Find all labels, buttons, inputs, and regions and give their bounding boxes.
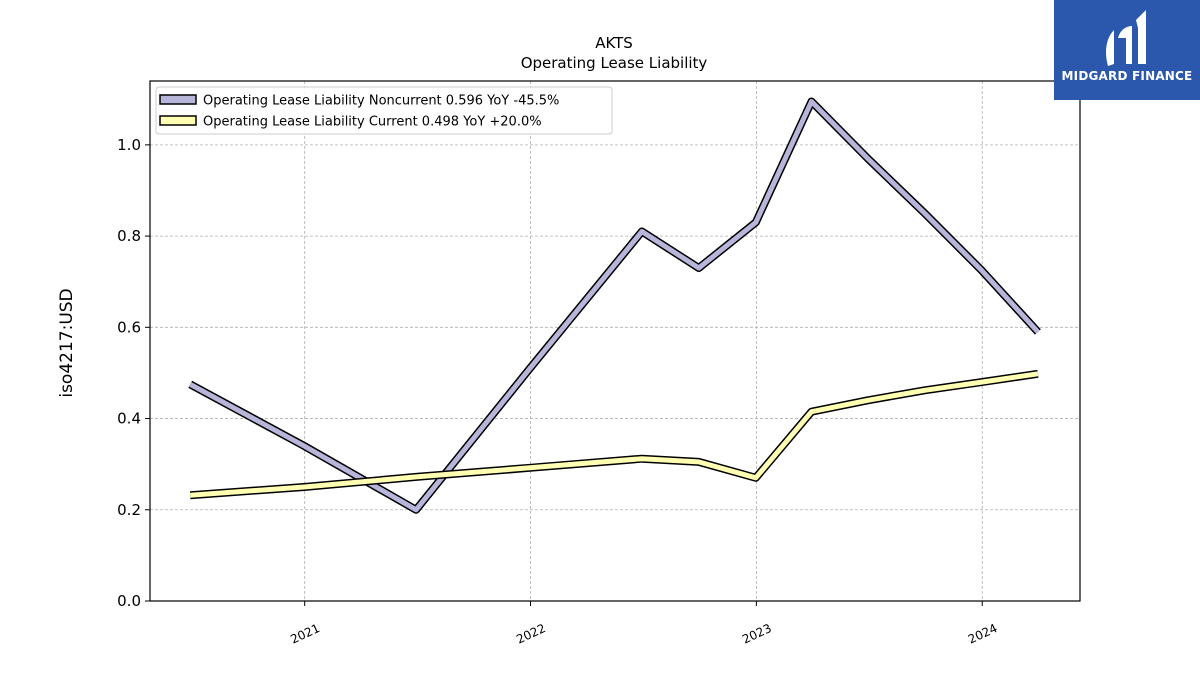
- y-axis-label: iso4217:USD: [57, 288, 77, 397]
- x-tick-label: 2023: [740, 621, 774, 647]
- brand-logo: MIDGARD FINANCE: [1054, 0, 1200, 100]
- series-line-1: [190, 371, 1039, 498]
- y-tick-label: 0.8: [117, 227, 141, 245]
- y-tick-label: 0.4: [117, 410, 141, 428]
- y-tick-label: 1.0: [117, 136, 141, 154]
- series-layer: [188, 97, 1041, 514]
- legend-label-current: Operating Lease Liability Current 0.498 …: [203, 115, 542, 130]
- chart-subtitle: Operating Lease Liability: [521, 54, 708, 72]
- series-line-0: [189, 99, 1040, 513]
- grid-lines: [150, 81, 1080, 602]
- y-tick-label: 0.6: [117, 318, 141, 336]
- legend-swatch-noncurrent: [159, 94, 197, 105]
- legend-swatch-current: [159, 115, 197, 126]
- legend-label-noncurrent: Operating Lease Liability Noncurrent 0.5…: [203, 94, 559, 109]
- plot-frame: [149, 80, 1081, 602]
- series-outline-0: [188, 97, 1041, 514]
- y-tick-label: 0.2: [117, 501, 141, 519]
- brand-name: MIDGARD FINANCE: [1061, 69, 1193, 83]
- x-tick-label: 2021: [288, 621, 322, 647]
- x-tick-label: 2024: [966, 621, 1000, 647]
- legend-box: [155, 86, 613, 135]
- y-tick-label: 0.0: [117, 592, 141, 610]
- chart-title: AKTS: [595, 34, 633, 52]
- x-tick-label: 2022: [514, 621, 548, 647]
- legend: Operating Lease Liability Noncurrent 0.5…: [155, 86, 613, 135]
- axes: 0.0 0.2 0.4 0.6 0.8 1.0 2021 2022 2023 2024: [117, 136, 999, 647]
- logo-mark-icon: [1106, 10, 1146, 66]
